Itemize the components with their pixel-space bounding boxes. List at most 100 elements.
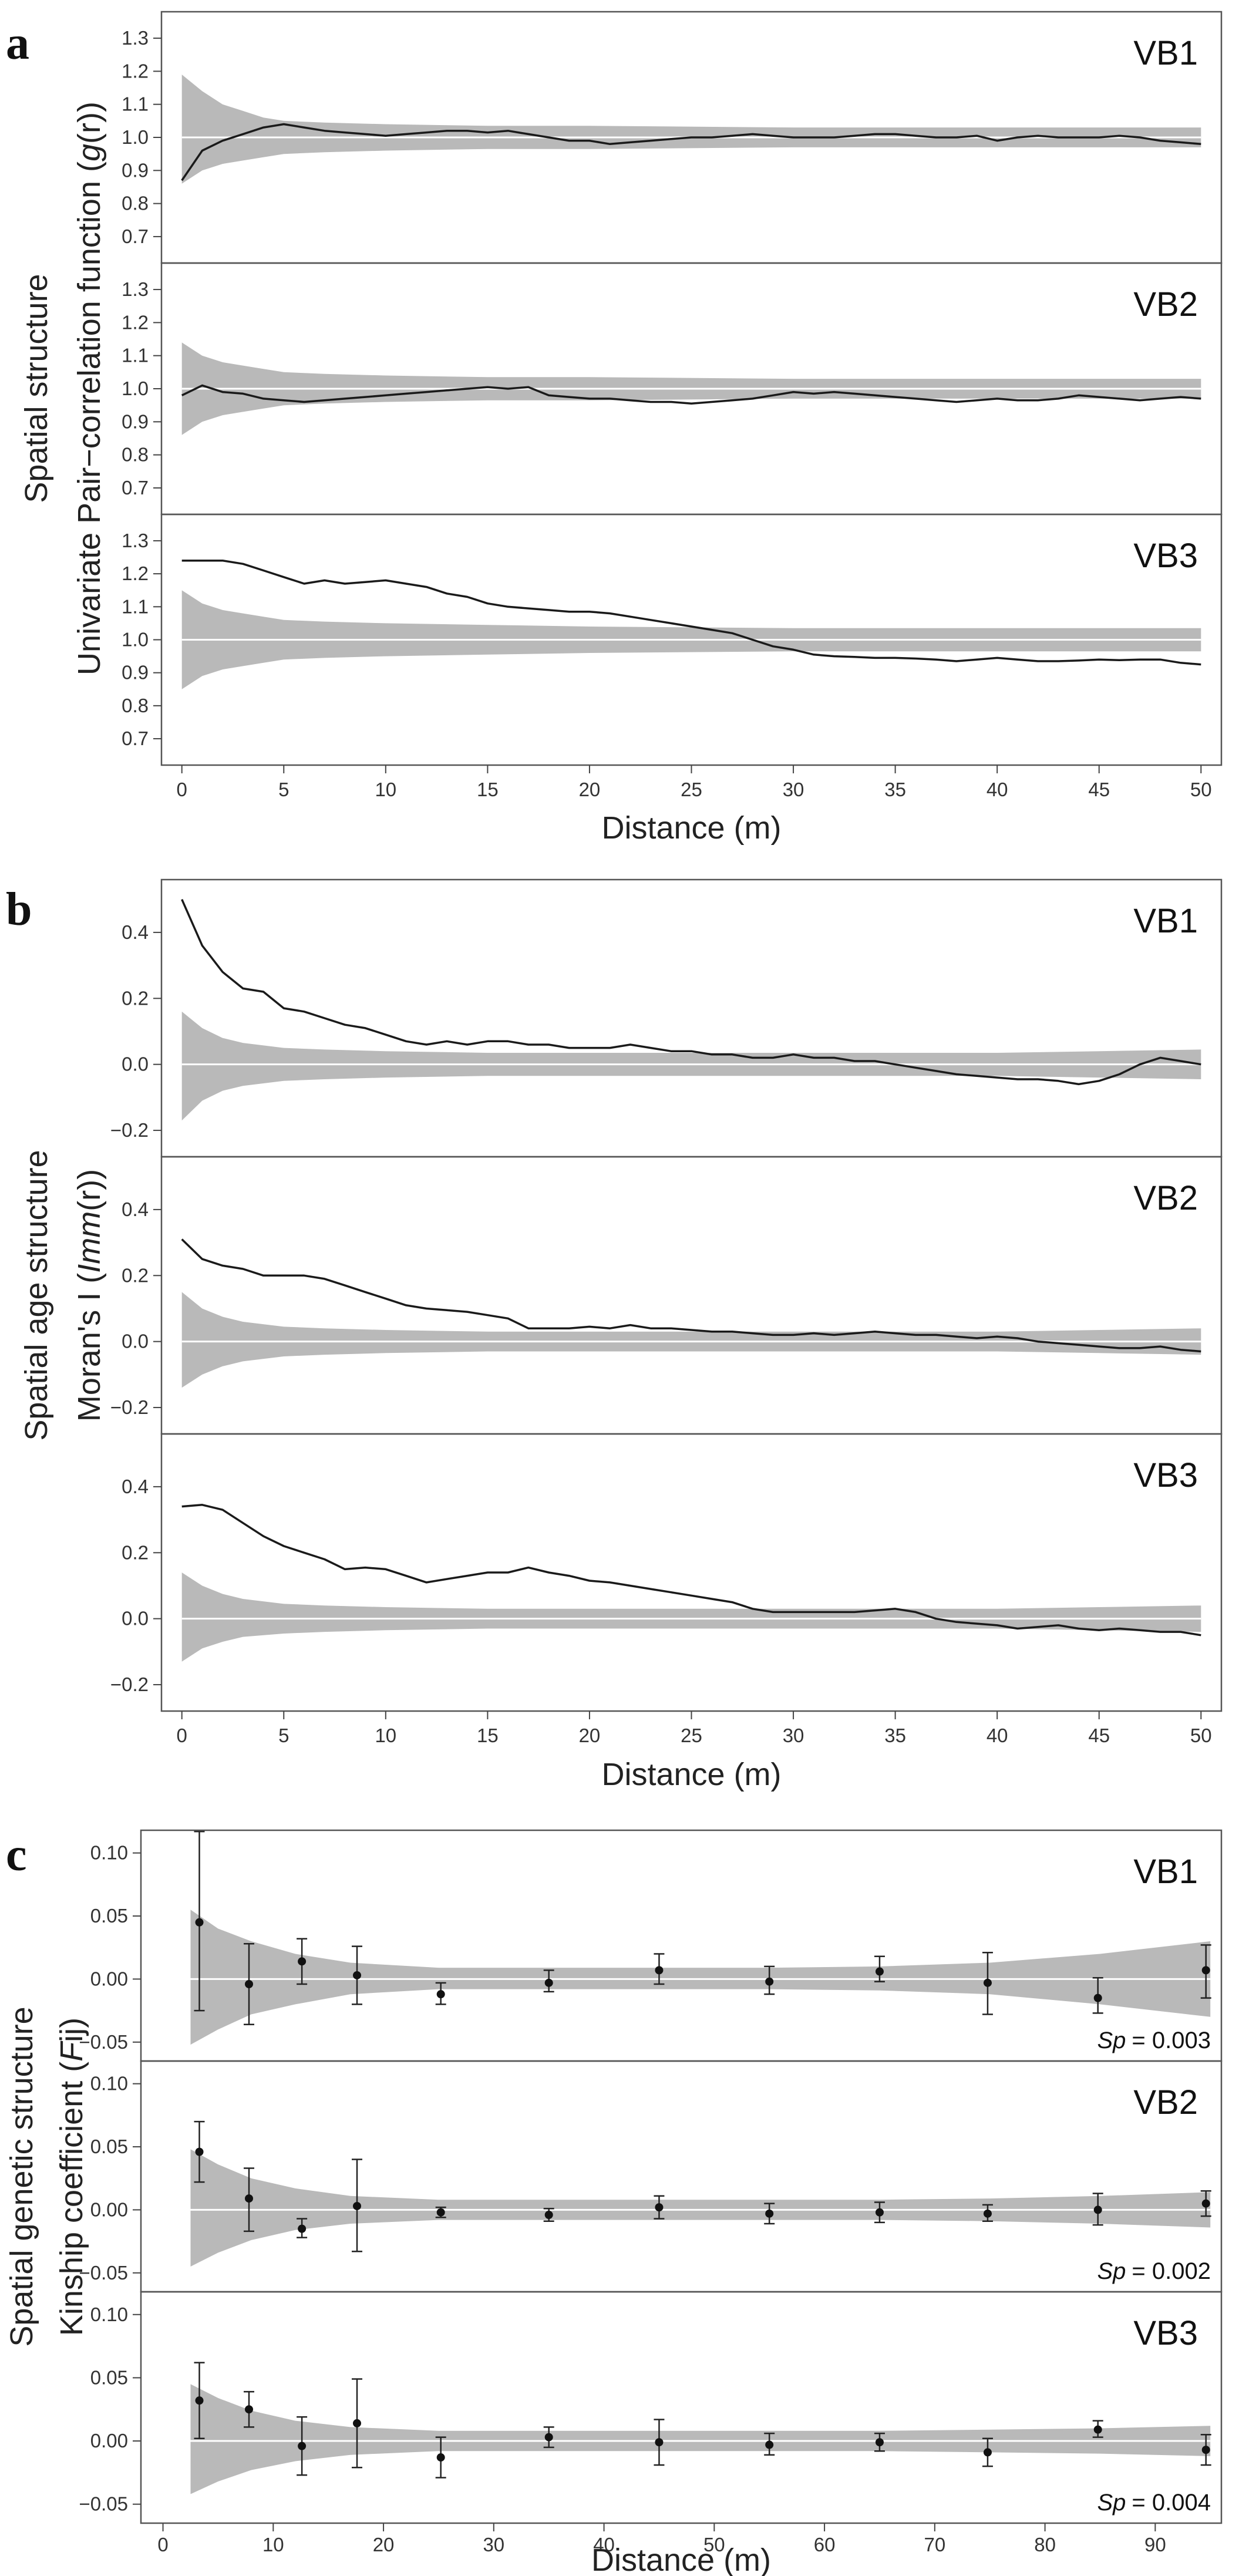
y-axis-title-symbol: F bbox=[54, 2040, 89, 2062]
data-point bbox=[875, 2208, 884, 2217]
y-tick-label: 0.2 bbox=[122, 987, 149, 1009]
x-tick-label: 0 bbox=[157, 2534, 168, 2555]
subplot-vb1: VB1 0.7 0.8 0.9 1.0 1.1 1.2 1.3 bbox=[122, 11, 1223, 264]
y-axis-title-symbol: Imm bbox=[72, 1211, 107, 1273]
x-axis-title: Distance (m) bbox=[591, 2543, 771, 2576]
y-tick-label: 0.00 bbox=[90, 2198, 128, 2220]
data-point bbox=[983, 2209, 992, 2218]
subplot-vb2: VB2 0.7 0.8 0.9 1.0 1.1 1.2 1.3 bbox=[122, 262, 1223, 516]
x-tick-label: 45 bbox=[1088, 1725, 1110, 1746]
data-point bbox=[1093, 2205, 1102, 2214]
data-point bbox=[195, 1918, 204, 1927]
series-line-vb1 bbox=[181, 123, 1201, 181]
y-tick-label: 0.9 bbox=[122, 159, 149, 181]
y-tick-label: 0.2 bbox=[122, 1541, 149, 1563]
subplot-frame bbox=[140, 2291, 1223, 2524]
data-point bbox=[983, 1978, 992, 1987]
y-tick-label: 1.1 bbox=[122, 93, 149, 115]
confidence-envelope bbox=[181, 1292, 1201, 1388]
confidence-envelope bbox=[181, 75, 1201, 184]
subplot-frame bbox=[160, 1433, 1223, 1712]
error-bar bbox=[982, 2437, 993, 2467]
x-tick-label: 0 bbox=[177, 779, 187, 800]
y-tick-label: 0.4 bbox=[122, 921, 149, 943]
y-tick-label: −0.05 bbox=[79, 2262, 129, 2284]
y-axis-title-suffix: (r)) bbox=[72, 102, 107, 144]
data-point bbox=[298, 1957, 307, 1966]
y-tick-label: 0.10 bbox=[90, 2304, 128, 2325]
error-bar bbox=[244, 2390, 254, 2428]
confidence-envelope bbox=[181, 1011, 1201, 1121]
error-bar bbox=[297, 1938, 308, 1985]
data-point bbox=[353, 2201, 361, 2210]
subplot-vb1: VB1 −0.2 0.0 0.2 0.4 bbox=[110, 878, 1223, 1158]
y-tick-label: 0.00 bbox=[90, 2430, 128, 2452]
subplot-label: VB3 bbox=[1133, 1456, 1198, 1494]
x-tick-label: 90 bbox=[1144, 2534, 1166, 2555]
data-point bbox=[436, 1990, 445, 1999]
data-point bbox=[353, 2419, 361, 2427]
sp-value: = 0.003 bbox=[1132, 2028, 1211, 2053]
x-tick-label: 5 bbox=[278, 1725, 289, 1746]
x-tick-label: 30 bbox=[783, 1725, 804, 1746]
error-bar bbox=[297, 2416, 308, 2476]
y-tick-label: 1.1 bbox=[122, 595, 149, 617]
y-tick-label: −0.2 bbox=[110, 1396, 149, 1418]
error-bar bbox=[244, 2167, 254, 2232]
y-tick-label: 1.0 bbox=[122, 126, 149, 148]
x-tick-label: 15 bbox=[477, 1725, 499, 1746]
error-bar bbox=[874, 2432, 885, 2452]
error-bar bbox=[1092, 2193, 1103, 2226]
x-tick-label: 5 bbox=[278, 779, 289, 800]
y-tick-label: 0.9 bbox=[122, 410, 149, 432]
data-point bbox=[298, 2224, 307, 2233]
error-bar bbox=[435, 2436, 446, 2479]
subplot-vb3: Sp = 0.004 VB3 −0.05 0.00 0.05 0.10 bbox=[79, 2291, 1223, 2524]
data-point bbox=[195, 2396, 204, 2405]
x-tick-label: 50 bbox=[1190, 1725, 1212, 1746]
data-point bbox=[983, 2448, 992, 2457]
error-bar bbox=[194, 2120, 205, 2183]
y-axis-title-outer: Spatial structure bbox=[19, 274, 54, 503]
subplot-label: VB2 bbox=[1133, 2083, 1198, 2122]
error-bar bbox=[244, 1943, 254, 2025]
subplot-frame bbox=[160, 1156, 1223, 1435]
error-bar bbox=[352, 2378, 362, 2469]
error-bar bbox=[352, 2159, 362, 2252]
sp-value: = 0.002 bbox=[1132, 2258, 1211, 2284]
y-tick-label: 0.8 bbox=[122, 695, 149, 716]
data-point bbox=[1201, 1966, 1210, 1975]
y-tick-label: 1.2 bbox=[122, 311, 149, 333]
sp-annotation: Sp = 0.002 bbox=[1097, 2258, 1211, 2284]
data-point bbox=[765, 2440, 774, 2449]
y-axis-title-outer: Spatial genetic structure bbox=[4, 2006, 39, 2346]
data-point bbox=[765, 1977, 774, 1986]
data-point bbox=[655, 1966, 664, 1975]
y-axis-title-suffix: ij) bbox=[54, 2018, 89, 2042]
x-tick-label: 35 bbox=[884, 779, 906, 800]
x-tick-label: 80 bbox=[1034, 2534, 1056, 2555]
data-point bbox=[1201, 2446, 1210, 2454]
x-tick-label: 20 bbox=[579, 1725, 601, 1746]
y-tick-label: 0.8 bbox=[122, 444, 149, 466]
panel-letter: b bbox=[6, 884, 32, 935]
series-line-vb2 bbox=[181, 384, 1201, 405]
panel-b: b VB1 −0.2 0.0 0.2 0.4 VB2 −0.2 0.0 0.2 0.4 VB3 −0.2… bbox=[6, 878, 1223, 1792]
subplot-vb1: Sp = 0.003 VB1 −0.05 0.00 0.05 0.10 bbox=[79, 1829, 1223, 2062]
y-tick-label: 0.05 bbox=[90, 2136, 128, 2157]
data-point bbox=[544, 2433, 553, 2442]
x-tick-label: 25 bbox=[681, 1725, 702, 1746]
error-bar bbox=[654, 2195, 665, 2220]
data-point bbox=[655, 2203, 664, 2212]
subplot-label: VB2 bbox=[1133, 1179, 1198, 1217]
y-axis-title-outer: Spatial age structure bbox=[19, 1150, 54, 1440]
y-tick-label: 0.0 bbox=[122, 1053, 149, 1075]
data-point bbox=[298, 2442, 307, 2450]
error-bar bbox=[654, 2419, 665, 2466]
error-bar bbox=[543, 2208, 554, 2222]
subplot-vb3: VB3 0.7 0.8 0.9 1.0 1.1 1.2 1.3 bbox=[122, 513, 1223, 766]
y-axis-title-inner: Moran's I (Imm(r)) bbox=[72, 1169, 107, 1422]
y-tick-label: 1.1 bbox=[122, 345, 149, 366]
y-tick-label: 0.05 bbox=[90, 2366, 128, 2388]
sp-symbol: Sp bbox=[1097, 2028, 1126, 2053]
